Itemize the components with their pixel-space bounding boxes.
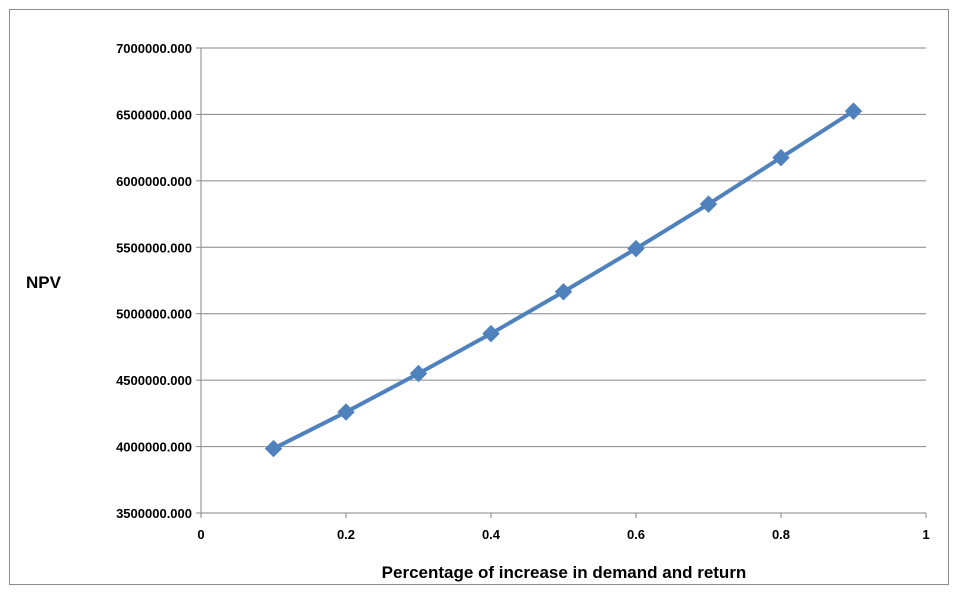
chart-frame	[9, 9, 949, 585]
data-point	[772, 148, 790, 167]
y-tick-label: 7000000.000	[116, 41, 192, 56]
y-tick-label: 4500000.000	[116, 373, 192, 388]
y-tick-labels: 3500000.000 4000000.000 4500000.000 5000000…	[116, 41, 192, 521]
x-tick-label: 0.4	[482, 527, 501, 542]
series-line	[272, 109, 855, 451]
data-point	[264, 439, 283, 458]
data-point	[482, 324, 500, 343]
y-tick-label: 3500000.000	[116, 506, 192, 521]
y-tick-label: 4000000.000	[116, 440, 192, 455]
x-tick-label: 0.2	[337, 527, 355, 542]
y-tick-label: 6500000.000	[116, 107, 192, 122]
data-point	[337, 403, 355, 421]
x-tick-label: 0.6	[627, 527, 645, 542]
gridlines	[201, 47, 926, 448]
x-axis-title: Percentage of increase in demand and ret…	[382, 563, 747, 582]
axes	[196, 47, 927, 518]
data-point	[554, 283, 573, 301]
data-point	[699, 195, 718, 213]
x-tick-labels: 0 0.2 0.4 0.6 0.8 1	[197, 527, 929, 542]
data-point	[627, 239, 645, 258]
x-tick-label: 1	[922, 527, 929, 542]
series-npv	[264, 102, 863, 458]
y-tick-label: 6000000.000	[116, 174, 192, 189]
y-axis-title: NPV	[26, 273, 62, 292]
x-tick-label: 0.8	[772, 527, 790, 542]
y-tick-label: 5500000.000	[116, 240, 192, 255]
data-point	[409, 364, 428, 383]
y-tick-label: 5000000.000	[116, 307, 192, 322]
x-tick-label: 0	[197, 527, 204, 542]
data-point	[844, 102, 863, 120]
